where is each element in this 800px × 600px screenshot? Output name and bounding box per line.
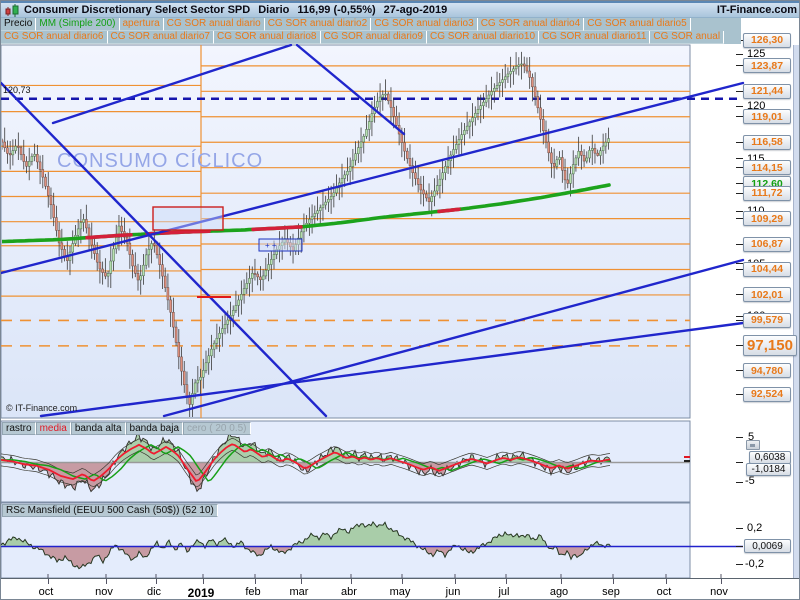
p3-axis-bottom: -0,2 (745, 558, 764, 570)
p3-axis-top: 0,2 (747, 522, 763, 534)
brand-label: IT-Finance.com (716, 4, 797, 16)
time-axis-tick (721, 579, 722, 584)
quote-value: 116,99 (-0,55%) (297, 4, 376, 16)
time-axis-label: oct (656, 586, 672, 598)
indicator-tabs-row-1: Precio MM (Simple 200) apertura CG SOR anua… (1, 18, 741, 31)
toolbar-row1-tab-3[interactable]: apertura (119, 18, 164, 31)
toolbar-row1-tab-6[interactable]: CG SOR anual diario3 (371, 18, 478, 31)
time-axis-label: nov (710, 586, 728, 598)
time-axis: oct nov dic 2019 feb mar abr may jun jul ago sep oct… (1, 578, 799, 600)
oscillator-tab-3[interactable]: banda alta (70, 422, 126, 435)
time-axis-tick (506, 579, 507, 584)
indicator-settings-button[interactable] (746, 440, 760, 450)
oscillator-tab-4[interactable]: banda baja (125, 422, 184, 435)
oscillator-tab-5[interactable]: cero ( 20 0.5) (183, 422, 251, 435)
time-axis-tick (613, 579, 614, 584)
toolbar-row1-tab-7[interactable]: CG SOR anual diario4 (477, 18, 585, 31)
toolbar-row2-tab-3[interactable]: CG SOR anual diario8 (214, 31, 321, 44)
oscillator-tab-1[interactable]: rastro (2, 422, 36, 435)
time-axis-label: sep (602, 586, 620, 598)
svg-text:CONSUMO CÍCLICO: CONSUMO CÍCLICO (57, 149, 263, 172)
time-axis-label: feb (245, 586, 261, 598)
toolbar-row1-tab-1[interactable]: Precio (1, 18, 37, 31)
toolbar-row2-tab-5[interactable]: CG SOR anual diario10 (427, 31, 540, 44)
toolbar-row1-tab-8[interactable]: CG SOR anual diario5 (584, 18, 691, 31)
time-axis-label: jul (498, 586, 510, 598)
toolbar-row1-tab-4[interactable]: CG SOR anual diario (163, 18, 265, 31)
rsc-mansfield-panel-header: RSc Mansfield (EEUU 500 Cash (50$)) (52 … (2, 504, 218, 517)
time-axis-label: dic (146, 586, 162, 598)
time-axis-tick (255, 579, 256, 584)
time-axis-label: 2019 (187, 586, 215, 600)
time-axis-tick (301, 579, 302, 584)
toolbar-row2-tab-2[interactable]: CG SOR anual diario7 (107, 31, 214, 44)
instrument-title: Consumer Discretionary Select Sector SPD (24, 4, 251, 16)
toolbar-row2-tab-7[interactable]: CG SOR anual (650, 31, 725, 44)
time-axis-tick (402, 579, 403, 584)
time-axis-tick (666, 579, 667, 584)
time-axis-tick (351, 579, 352, 584)
toolbar-row1-tab-5[interactable]: CG SOR anual diario2 (264, 18, 372, 31)
title-bar: Consumer Discretionary Select Sector SPD… (1, 1, 799, 18)
horizontal-level-label: 120,73 (3, 85, 31, 95)
time-axis-label: oct (38, 586, 54, 598)
p2-axis-top: 5 (748, 431, 755, 443)
time-axis-label: nov (95, 586, 113, 598)
oscillator-panel-header: rastro media banda alta banda baja cero ( 20… (2, 422, 251, 435)
toolbar-row1-tab-2[interactable]: MM (Simple 200) (36, 18, 120, 31)
time-axis-tick (561, 579, 562, 584)
p3-value-label: 0,0069 (744, 539, 791, 553)
time-axis-tick (203, 579, 204, 584)
quote-date: 27-ago-2019 (383, 4, 448, 16)
time-axis-label: mar (289, 586, 309, 598)
toolbar-row2-tab-4[interactable]: CG SOR anual diario9 (320, 31, 427, 44)
oscillator-tab-2[interactable]: media (35, 422, 71, 435)
p2-axis-bottom: -5 (745, 475, 755, 487)
rsc-tab-1[interactable]: RSc Mansfield (EEUU 500 Cash (50$)) (52 … (2, 504, 218, 517)
time-axis-label: abr (341, 586, 357, 598)
copyright-watermark: © IT-Finance.com (6, 403, 78, 413)
svg-text:+ +: + + (265, 241, 277, 250)
time-axis-label: may (389, 586, 411, 598)
time-axis-tick (48, 579, 49, 584)
vertical-scrollbar[interactable] (793, 45, 799, 578)
time-axis-tick (455, 579, 456, 584)
toolbar-row2-tab-1[interactable]: CG SOR anual diario6 (1, 31, 108, 44)
time-axis-tick (106, 579, 107, 584)
toolbar-row2-tab-6[interactable]: CG SOR anual diario11 (539, 31, 651, 44)
candlestick-icon (5, 3, 19, 17)
time-axis-label: ago (549, 586, 569, 598)
time-axis-label: jun (445, 586, 461, 598)
time-axis-tick (156, 579, 157, 584)
timeframe-label: Diario (258, 4, 290, 16)
p2-value-label-2: -1,0184 (746, 463, 791, 476)
indicator-tabs-row-2: CG SOR anual diario6 CG SOR anual diario7… (1, 31, 741, 44)
